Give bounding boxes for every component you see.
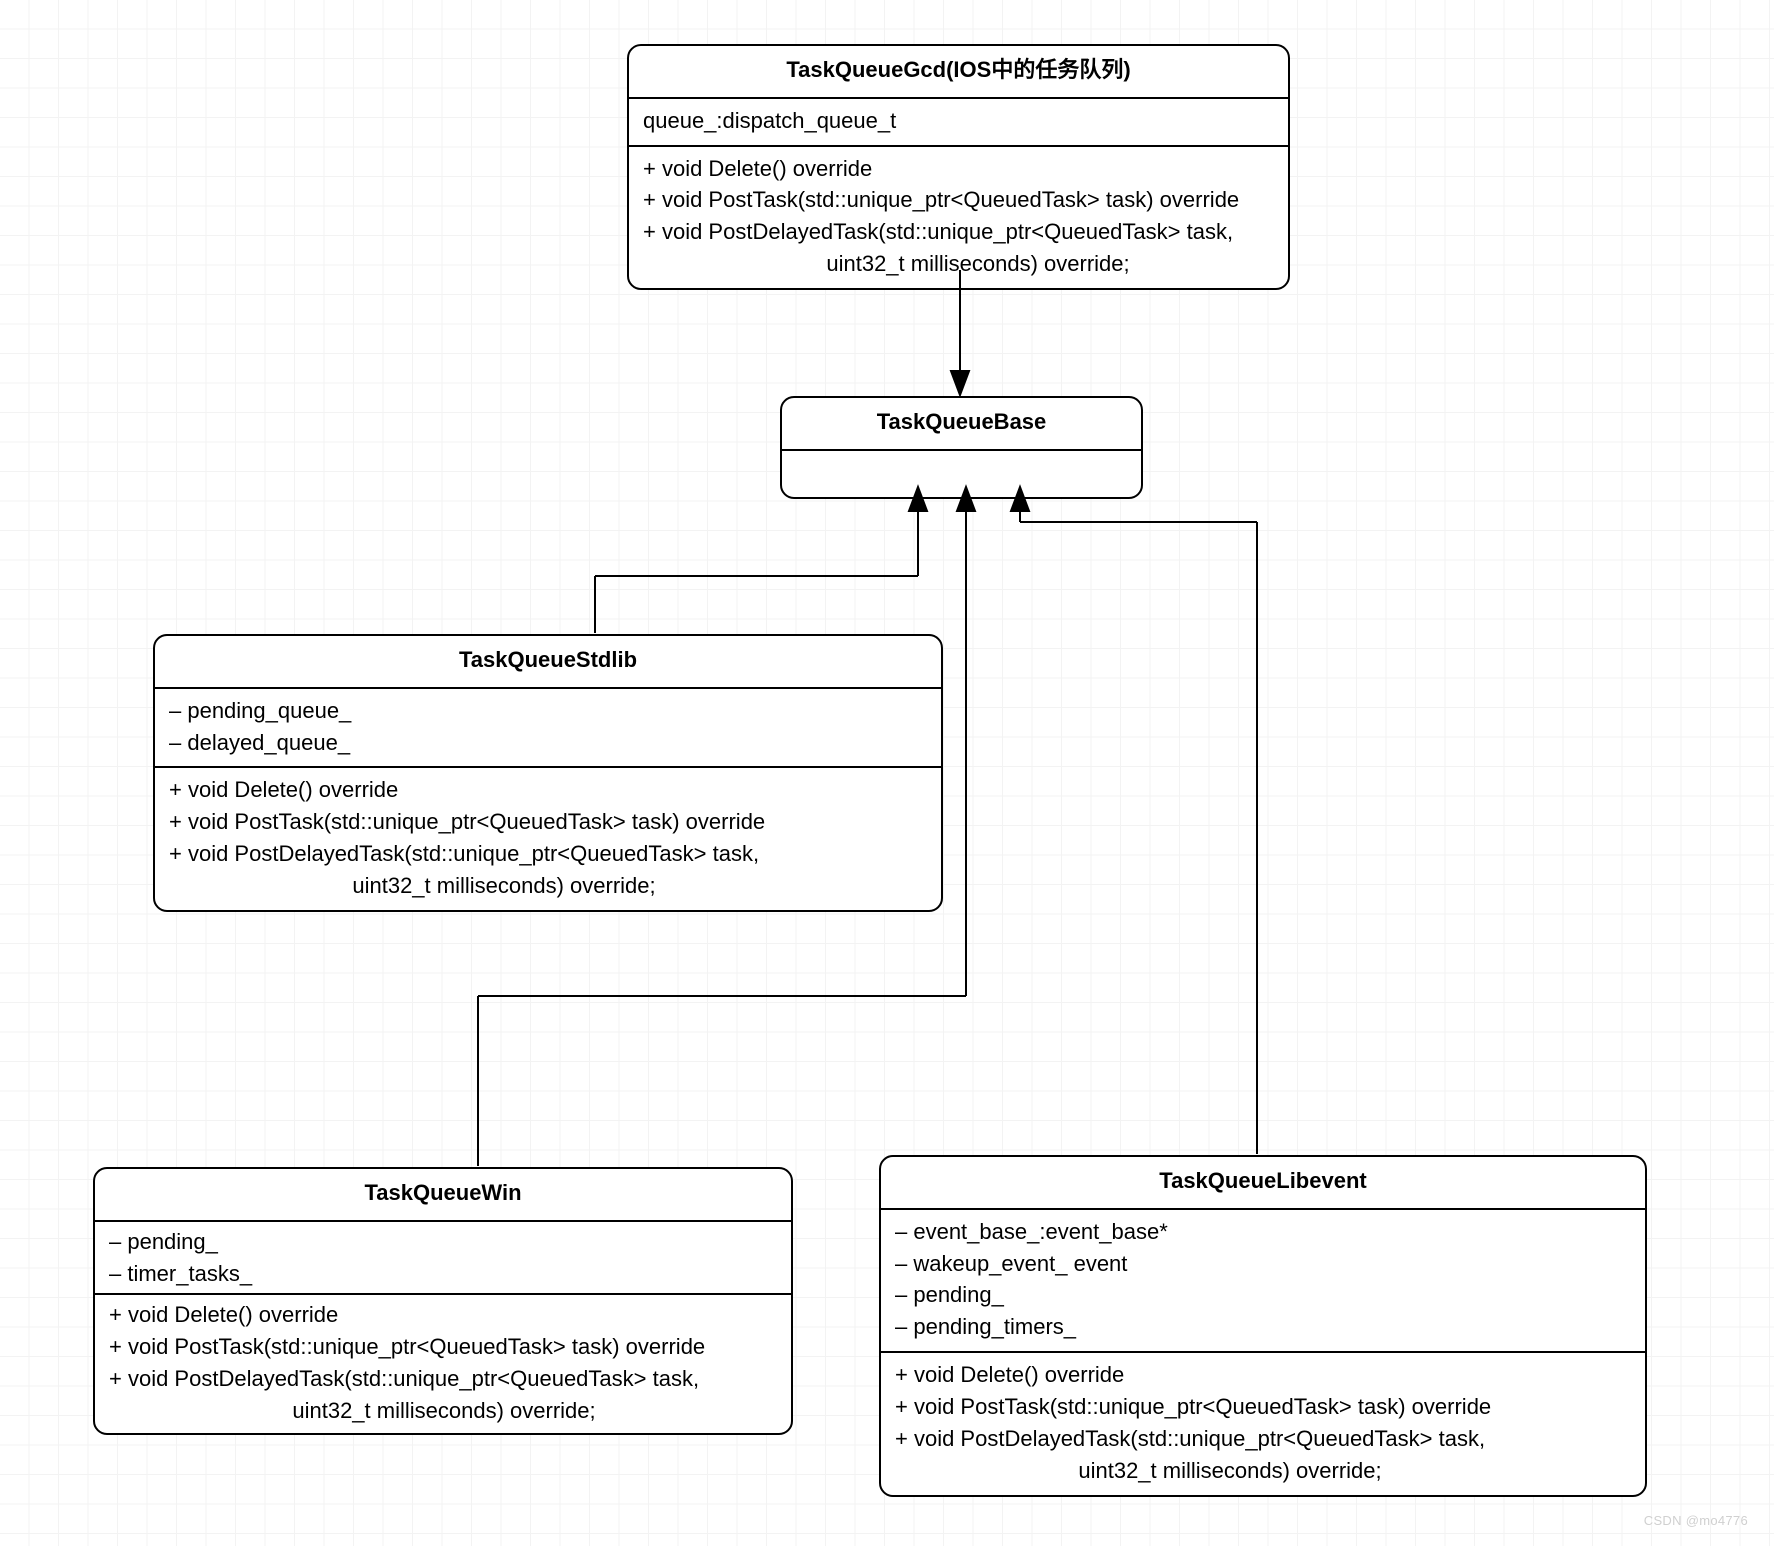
op-row: uint32_t milliseconds) override; xyxy=(895,1455,1631,1487)
watermark-text: CSDN @mo4776 xyxy=(1644,1513,1748,1528)
op-row: + void PostDelayedTask(std::unique_ptr<Q… xyxy=(643,216,1274,248)
class-ops-win: + void Delete() override + void PostTask… xyxy=(95,1295,791,1433)
class-attrs-stdlib: – pending_queue_ – delayed_queue_ xyxy=(155,689,941,769)
op-row: + void PostTask(std::unique_ptr<QueuedTa… xyxy=(169,806,927,838)
attr-row: – pending_timers_ xyxy=(895,1311,1631,1343)
class-title-gcd: TaskQueueGcd(IOS中的任务队列) xyxy=(629,46,1288,99)
class-title-win: TaskQueueWin xyxy=(95,1169,791,1222)
op-row: + void PostTask(std::unique_ptr<QueuedTa… xyxy=(895,1391,1631,1423)
op-row: + void Delete() override xyxy=(895,1359,1631,1391)
op-row: + void PostDelayedTask(std::unique_ptr<Q… xyxy=(109,1363,777,1395)
class-attrs-win: – pending_ – timer_tasks_ xyxy=(95,1222,791,1296)
class-title-base: TaskQueueBase xyxy=(782,398,1141,451)
class-box-base: TaskQueueBase xyxy=(780,396,1143,499)
op-row: + void PostDelayedTask(std::unique_ptr<Q… xyxy=(895,1423,1631,1455)
op-row: uint32_t milliseconds) override; xyxy=(169,870,927,902)
class-attrs-gcd: queue_:dispatch_queue_t xyxy=(629,99,1288,147)
attr-row: – delayed_queue_ xyxy=(169,727,927,759)
class-box-win: TaskQueueWin – pending_ – timer_tasks_ +… xyxy=(93,1167,793,1435)
class-empty-base xyxy=(782,451,1141,497)
op-row: uint32_t milliseconds) override; xyxy=(109,1395,777,1427)
attr-row: – wakeup_event_ event xyxy=(895,1248,1631,1280)
op-row: + void PostTask(std::unique_ptr<QueuedTa… xyxy=(643,184,1274,216)
attr-row: – event_base_:event_base* xyxy=(895,1216,1631,1248)
attr-row: – timer_tasks_ xyxy=(109,1258,777,1290)
attr-row: – pending_ xyxy=(895,1279,1631,1311)
class-ops-gcd: + void Delete() override + void PostTask… xyxy=(629,147,1288,289)
attr-row: queue_:dispatch_queue_t xyxy=(643,105,1274,137)
class-box-stdlib: TaskQueueStdlib – pending_queue_ – delay… xyxy=(153,634,943,912)
attr-row: – pending_queue_ xyxy=(169,695,927,727)
class-ops-libevent: + void Delete() override + void PostTask… xyxy=(881,1353,1645,1495)
class-title-stdlib: TaskQueueStdlib xyxy=(155,636,941,689)
class-attrs-libevent: – event_base_:event_base* – wakeup_event… xyxy=(881,1210,1645,1354)
op-row: + void PostDelayedTask(std::unique_ptr<Q… xyxy=(169,838,927,870)
op-row: + void Delete() override xyxy=(109,1299,777,1331)
class-ops-stdlib: + void Delete() override + void PostTask… xyxy=(155,768,941,910)
class-title-libevent: TaskQueueLibevent xyxy=(881,1157,1645,1210)
op-row: + void Delete() override xyxy=(169,774,927,806)
attr-row: – pending_ xyxy=(109,1226,777,1258)
op-row: + void PostTask(std::unique_ptr<QueuedTa… xyxy=(109,1331,777,1363)
class-box-gcd: TaskQueueGcd(IOS中的任务队列) queue_:dispatch_… xyxy=(627,44,1290,290)
class-box-libevent: TaskQueueLibevent – event_base_:event_ba… xyxy=(879,1155,1647,1497)
op-row: + void Delete() override xyxy=(643,153,1274,185)
op-row: uint32_t milliseconds) override; xyxy=(643,248,1274,280)
